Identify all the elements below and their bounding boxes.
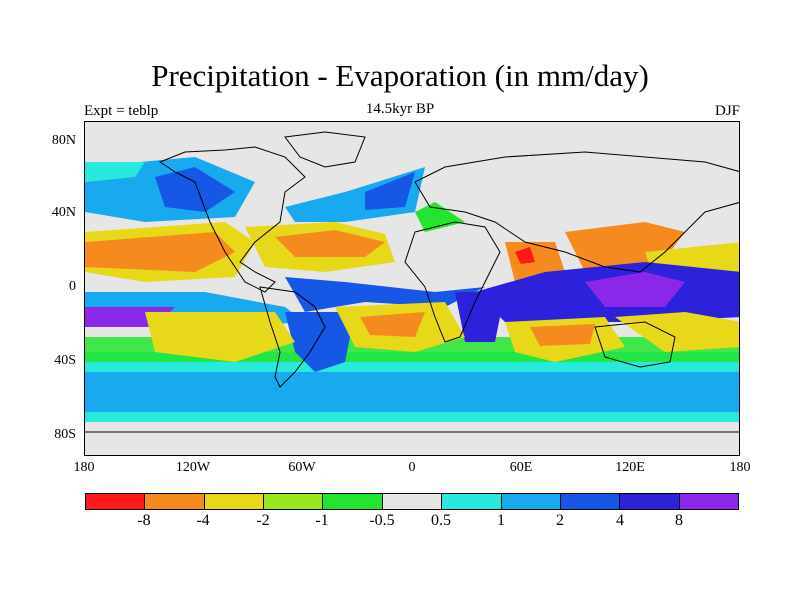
lon-tick-60e: 60E [509, 460, 533, 475]
season-label: DJF [714, 103, 740, 119]
north-atlantic-wet-core [365, 172, 415, 210]
africa-coast [404, 221, 501, 343]
med-green [415, 202, 465, 232]
lat-tick-40s: 40S [54, 353, 76, 368]
colorbar-box [620, 494, 680, 509]
lon-tick-60w: 60W [288, 460, 316, 475]
lat-tick-0: 0 [69, 279, 76, 294]
south-america-coast [259, 286, 326, 388]
colorbar-box [264, 494, 324, 509]
coastlines [85, 131, 739, 433]
pe-field-map [85, 122, 739, 455]
lon-tick-180w: 180 [73, 460, 95, 475]
north-pacific-wet-core [155, 167, 235, 212]
colorbar-box [204, 494, 265, 509]
lon-tick-0: 0 [408, 460, 416, 475]
lat-tick-80n: 80N [51, 133, 76, 148]
colorbar [85, 493, 739, 510]
colorbar-box [382, 494, 443, 509]
colorbar-label: -2 [256, 512, 270, 529]
lat-tick-80s: 80S [54, 427, 76, 442]
lon-tick-120w: 120W [175, 460, 211, 475]
colorbar-label: -8 [137, 512, 151, 529]
maritime-continent-purple [585, 272, 685, 307]
chart-title: Precipitation - Evaporation (in mm/day) [151, 58, 649, 93]
chart-subtitle: 14.5kyr BP [365, 101, 435, 117]
south-pacific-subtropic-yellow [145, 312, 295, 362]
colorbar-box [442, 494, 502, 509]
colorbar-label: 8 [675, 512, 683, 529]
south-indian-subtropic-orange [530, 324, 595, 346]
map-plot-area [84, 121, 740, 456]
greenland-coast [284, 131, 366, 168]
antarctic-neutral [85, 422, 739, 455]
lon-tick-120e: 120E [615, 460, 645, 475]
north-atlantic-subtropic-orange [275, 230, 385, 257]
north-pacific-light [85, 162, 145, 182]
colorbar-box [323, 494, 383, 509]
south-america-wet [285, 312, 355, 372]
colorbar-box [501, 494, 561, 509]
experiment-label: Expt = teblp [84, 103, 159, 119]
colorbar-box [679, 494, 738, 509]
colorbar-label: -4 [196, 512, 210, 529]
southern-ocean-band-mid [85, 372, 739, 412]
north-pacific-subtropic-orange [85, 232, 235, 272]
south-atlantic-subtropic-orange [360, 312, 425, 337]
eurasia-coast [414, 151, 739, 273]
arabian-sea-red [515, 247, 535, 264]
north-america-coast [158, 146, 306, 293]
colorbar-box [145, 494, 205, 509]
colorbar-box [86, 494, 146, 509]
australia-coast [594, 321, 676, 368]
colorbar-label: 2 [556, 512, 564, 529]
colorbar-label: -1 [315, 512, 329, 529]
lon-tick-180e: 180 [729, 460, 751, 475]
colorbar-label: -0.5 [369, 512, 395, 529]
north-atlantic-storm-track [285, 167, 425, 222]
southern-africa-wet [455, 292, 505, 342]
colorbar-label: 1 [497, 512, 505, 529]
lat-tick-40n: 40N [51, 205, 76, 220]
colorbar-box [560, 494, 621, 509]
colorbar-label: 0.5 [431, 512, 451, 529]
colorbar-label: 4 [616, 512, 624, 529]
